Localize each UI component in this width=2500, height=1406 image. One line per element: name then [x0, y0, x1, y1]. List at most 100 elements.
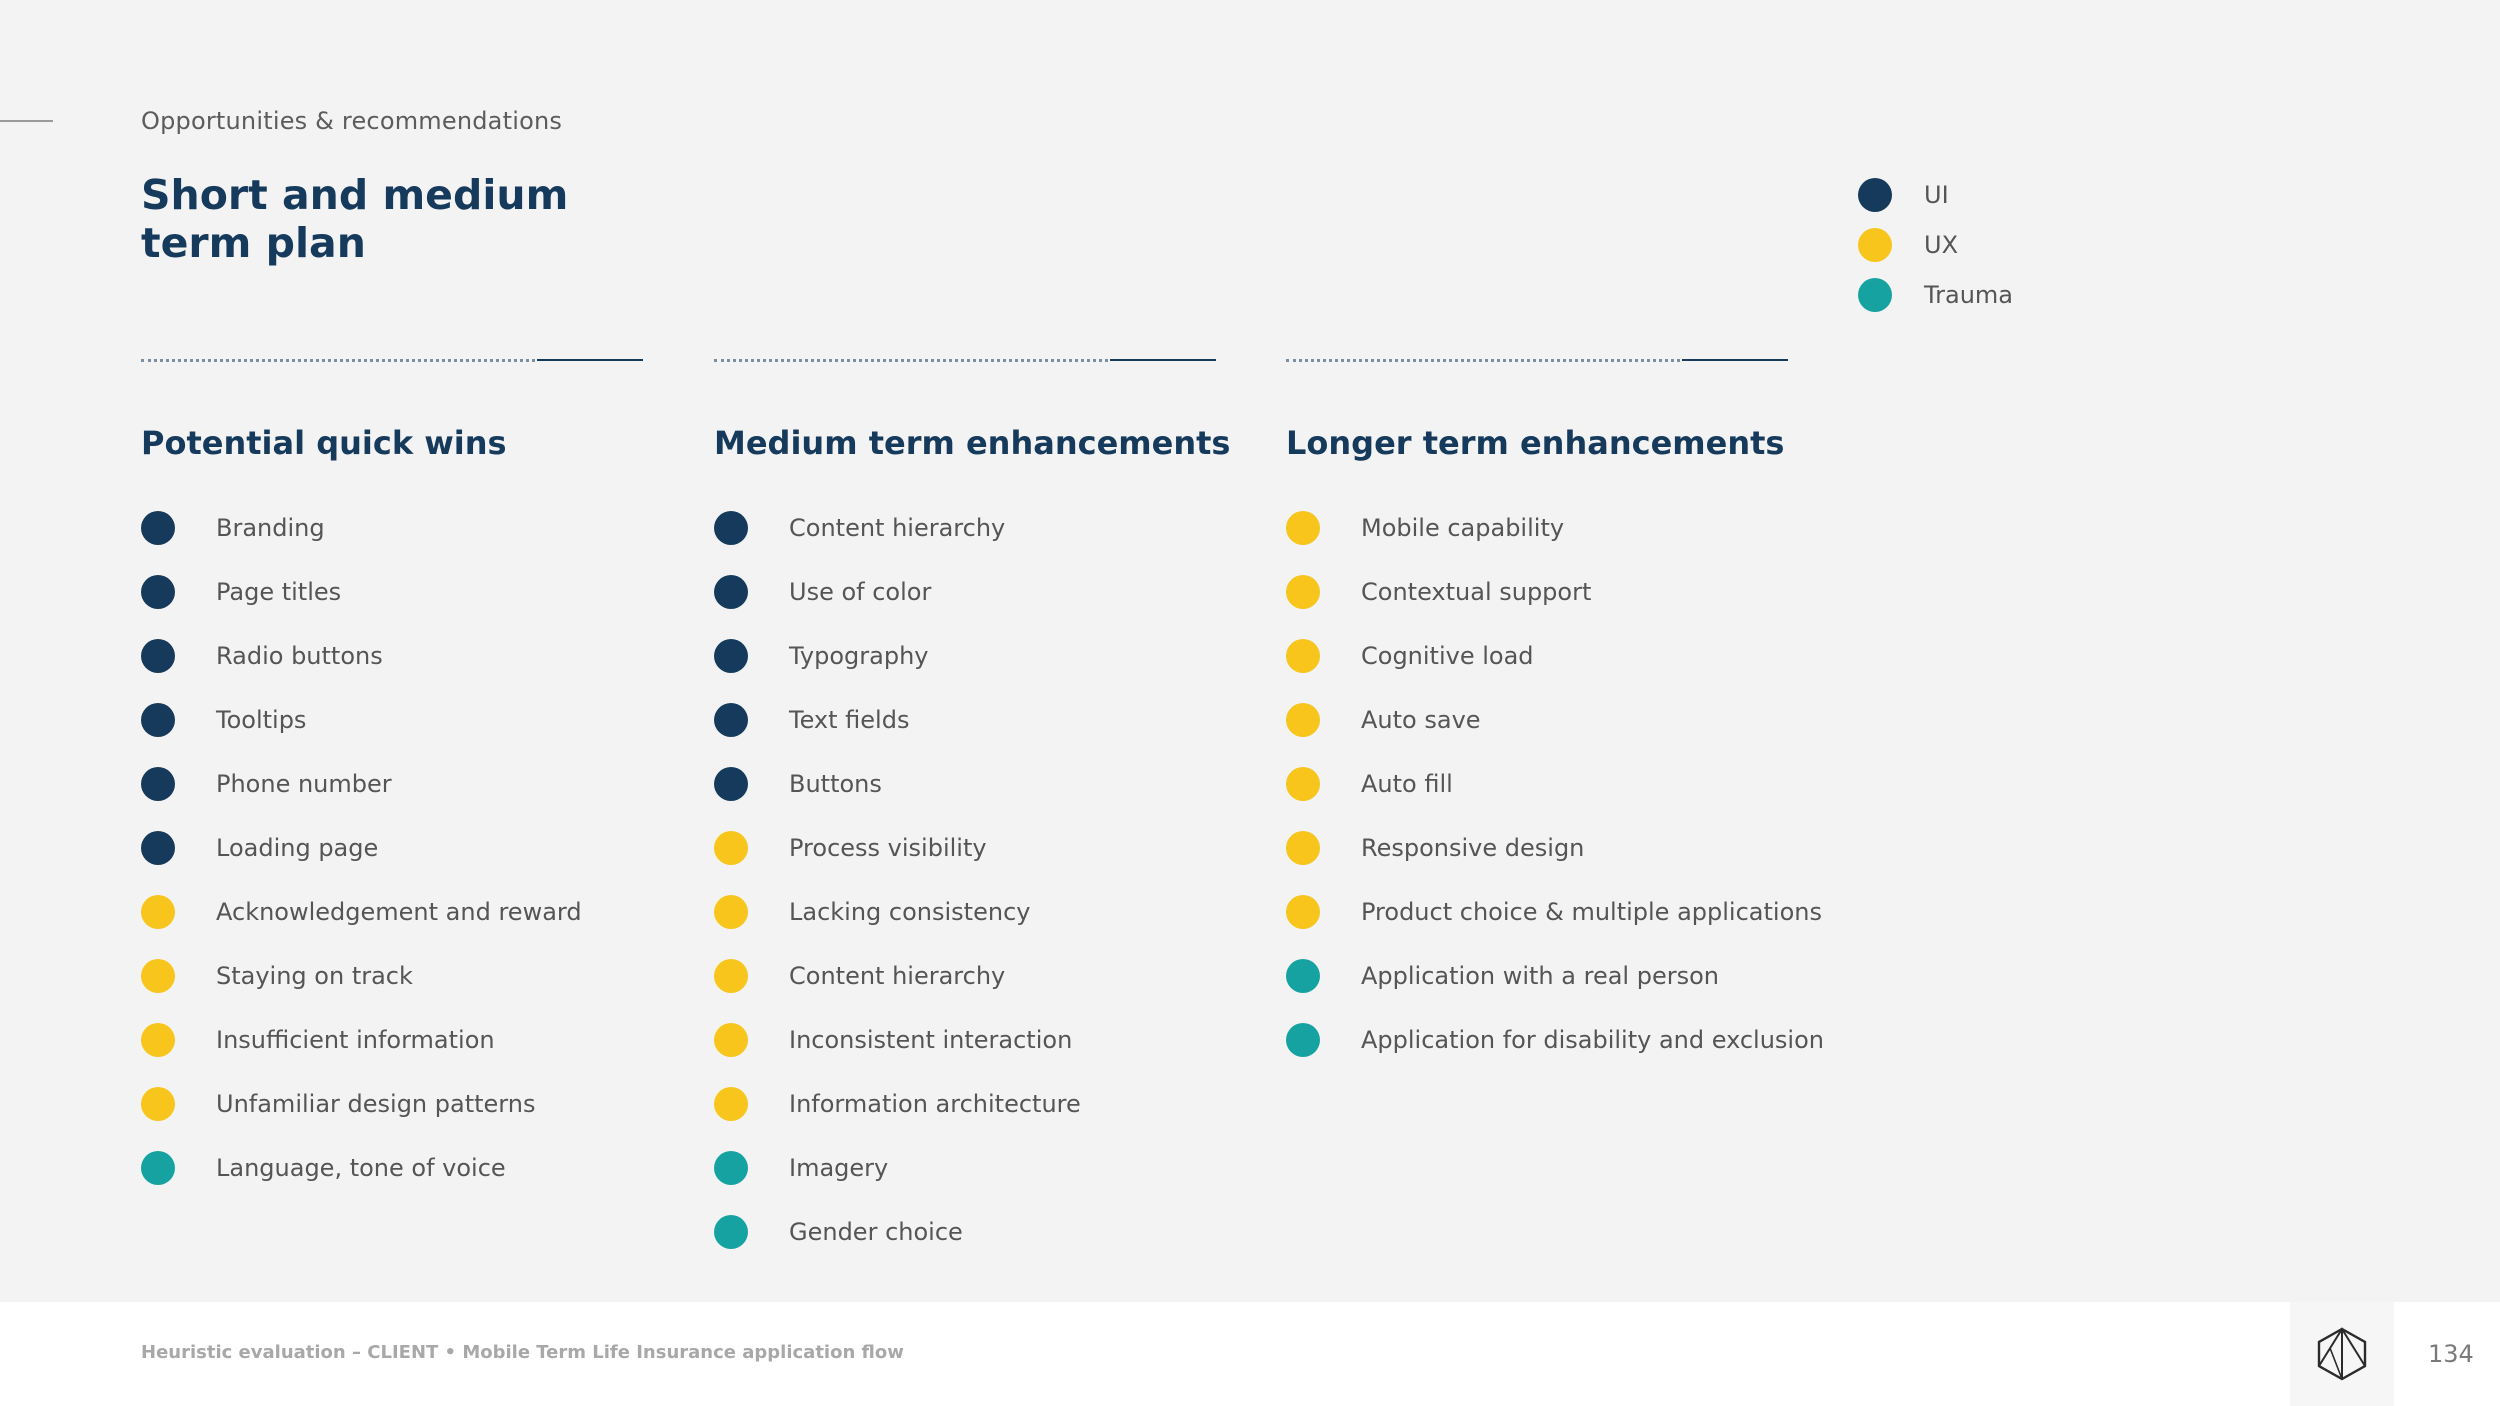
category-dot-icon [714, 1215, 748, 1249]
legend-label: UI [1924, 181, 1949, 209]
list-item: Application with a real person [1286, 944, 1788, 1008]
footer-caption: Heuristic evaluation – CLIENT • Mobile T… [141, 1342, 904, 1363]
item-label: Lacking consistency [789, 898, 1031, 926]
ui-dot-icon [1858, 178, 1892, 212]
list-item: Auto fill [1286, 752, 1788, 816]
column-quick-wins: Potential quick wins Branding Page title… [141, 358, 643, 1200]
column-heading: Medium term enhancements [714, 424, 1231, 462]
category-dot-icon [1286, 895, 1320, 929]
list-item: Page titles [141, 560, 643, 624]
item-label: Radio buttons [216, 642, 383, 670]
category-dot-icon [714, 703, 748, 737]
item-label: Process visibility [789, 834, 987, 862]
category-dot-icon [141, 575, 175, 609]
page-title-line-1: Short and medium [141, 171, 569, 219]
item-list: Mobile capability Contextual support Cog… [1286, 496, 1824, 1072]
item-label: Information architecture [789, 1090, 1081, 1118]
item-label: Cognitive load [1361, 642, 1534, 670]
column-divider [1286, 358, 1788, 362]
list-item: Buttons [714, 752, 1216, 816]
item-label: Application with a real person [1361, 962, 1719, 990]
category-dot-icon [1286, 1023, 1320, 1057]
list-item: Use of color [714, 560, 1216, 624]
footer: Heuristic evaluation – CLIENT • Mobile T… [0, 1302, 2500, 1406]
list-item: Text fields [714, 688, 1216, 752]
category-dot-icon [141, 895, 175, 929]
item-label: Text fields [789, 706, 910, 734]
category-dot-icon [714, 895, 748, 929]
item-label: Page titles [216, 578, 342, 606]
list-item: Language, tone of voice [141, 1136, 643, 1200]
item-list: Branding Page titles Radio buttons Toolt… [141, 496, 643, 1200]
item-label: Tooltips [216, 706, 307, 734]
list-item: Imagery [714, 1136, 1216, 1200]
list-item: Phone number [141, 752, 643, 816]
column-divider [714, 358, 1216, 362]
list-item: Auto save [1286, 688, 1788, 752]
category-dot-icon [714, 511, 748, 545]
item-label: Acknowledgement and reward [216, 898, 582, 926]
column-heading: Longer term enhancements [1286, 424, 1785, 462]
list-item: Application for disability and exclusion [1286, 1008, 1824, 1072]
item-label: Typography [789, 642, 929, 670]
eyebrow-divider [0, 120, 53, 122]
item-list: Content hierarchy Use of color Typograph… [714, 496, 1216, 1264]
category-dot-icon [1286, 959, 1320, 993]
list-item: Radio buttons [141, 624, 643, 688]
item-label: Phone number [216, 770, 392, 798]
list-item: Staying on track [141, 944, 643, 1008]
category-dot-icon [1286, 575, 1320, 609]
ux-dot-icon [1858, 228, 1892, 262]
legend-item-trauma: Trauma [1858, 270, 2013, 320]
category-dot-icon [141, 639, 175, 673]
list-item: Unfamiliar design patterns [141, 1072, 643, 1136]
category-dot-icon [714, 959, 748, 993]
category-dot-icon [714, 1087, 748, 1121]
category-dot-icon [714, 1151, 748, 1185]
item-label: Content hierarchy [789, 514, 1006, 542]
list-item: Acknowledgement and reward [141, 880, 643, 944]
item-label: Gender choice [789, 1218, 963, 1246]
item-label: Auto save [1361, 706, 1481, 734]
item-label: Loading page [216, 834, 379, 862]
column-heading: Potential quick wins [141, 424, 507, 462]
list-item: Cognitive load [1286, 624, 1788, 688]
list-item: Tooltips [141, 688, 643, 752]
page-title-line-2: term plan [141, 219, 366, 267]
category-dot-icon [1286, 831, 1320, 865]
list-item: Loading page [141, 816, 643, 880]
item-label: Use of color [789, 578, 932, 606]
category-dot-icon [141, 959, 175, 993]
list-item: Insufficient information [141, 1008, 643, 1072]
list-item: Content hierarchy [714, 496, 1216, 560]
category-dot-icon [714, 831, 748, 865]
category-dot-icon [141, 703, 175, 737]
item-label: Content hierarchy [789, 962, 1006, 990]
list-item: Branding [141, 496, 643, 560]
legend-label: UX [1924, 231, 1959, 259]
category-dot-icon [1286, 703, 1320, 737]
legend-item-ux: UX [1858, 220, 2013, 270]
category-dot-icon [141, 1151, 175, 1185]
category-dot-icon [141, 1023, 175, 1057]
item-label: Inconsistent interaction [789, 1026, 1073, 1054]
column-longer-term: Longer term enhancements Mobile capabili… [1286, 358, 1824, 1072]
item-label: Mobile capability [1361, 514, 1565, 542]
category-dot-icon [1286, 767, 1320, 801]
list-item: Typography [714, 624, 1216, 688]
legend-label: Trauma [1924, 281, 2014, 309]
category-dot-icon [714, 1023, 748, 1057]
item-label: Imagery [789, 1154, 889, 1182]
legend-item-ui: UI [1858, 170, 2013, 220]
category-dot-icon [141, 1087, 175, 1121]
list-item: Mobile capability [1286, 496, 1788, 560]
item-label: Staying on track [216, 962, 413, 990]
item-label: Branding [216, 514, 325, 542]
column-divider [141, 358, 643, 362]
list-item: Process visibility [714, 816, 1216, 880]
page-number: 134 [2428, 1340, 2474, 1368]
category-dot-icon [714, 575, 748, 609]
item-label: Insufficient information [216, 1026, 495, 1054]
section-eyebrow: Opportunities & recommendations [141, 107, 563, 135]
list-item: Contextual support [1286, 560, 1788, 624]
